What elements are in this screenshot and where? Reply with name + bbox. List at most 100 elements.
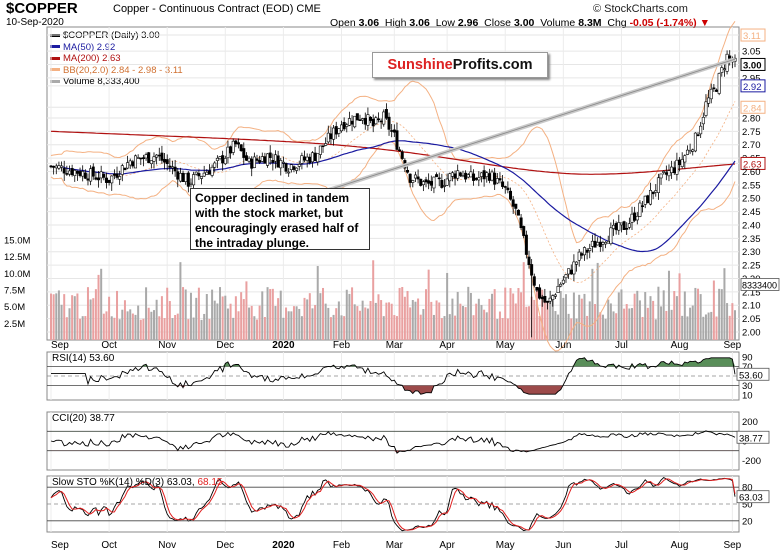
candle-body (482, 170, 486, 180)
candle-body (258, 160, 262, 163)
candle-body (363, 117, 367, 125)
volume-bar (517, 288, 520, 340)
candle-body (70, 168, 74, 176)
volume-bar (528, 306, 531, 340)
volume-bar (182, 287, 185, 340)
candle-body (292, 166, 296, 170)
cci-line (50, 430, 736, 454)
volume-bar (226, 308, 229, 340)
date-axis-label: May (496, 540, 515, 551)
volume-bar (667, 270, 670, 340)
volume-bar (189, 292, 192, 340)
candle-body (564, 274, 568, 279)
candle-body (334, 126, 338, 135)
volume-bar (298, 308, 301, 340)
date-axis-label: Sep (723, 340, 741, 351)
candle-body (221, 155, 225, 164)
volume-bar (607, 299, 610, 340)
candle-body (318, 145, 322, 155)
volume-bar (501, 318, 504, 340)
volume-bar (694, 287, 697, 340)
candle-body (60, 165, 64, 168)
volume-bar (353, 304, 356, 340)
volume-bar (134, 314, 137, 340)
volume-bar (179, 262, 182, 340)
candle-body (215, 157, 219, 161)
volume-bar (562, 297, 565, 340)
date-axis-label: 2020 (272, 540, 295, 551)
sto-value-tag: 63.03 (739, 493, 763, 504)
volume-bar (345, 289, 348, 340)
volume-bar (245, 281, 248, 340)
volume-bar (459, 303, 462, 340)
volume-bar (588, 301, 591, 340)
candle-body (226, 146, 230, 159)
volume-bar (641, 316, 644, 340)
volume-bar (285, 307, 288, 340)
candle-body (205, 171, 209, 175)
candle-body (289, 164, 293, 170)
volume-bar (224, 295, 227, 340)
candle-body (395, 130, 399, 150)
volume-bar (184, 289, 187, 340)
candle-body (234, 140, 238, 145)
volume-bar (414, 301, 417, 340)
volume-bar (604, 318, 607, 340)
candle-body (242, 148, 246, 158)
candle-body (656, 177, 660, 193)
price-tick-label: 2.50 (742, 194, 761, 205)
candle-body (260, 156, 264, 162)
volume-bar (160, 296, 163, 340)
volume-bar (290, 311, 293, 340)
candle-body (147, 152, 151, 163)
candle-body (588, 248, 592, 252)
volume-bar (221, 296, 224, 340)
volume-bar (557, 314, 560, 340)
candle-body (545, 300, 549, 303)
candle-body (279, 160, 283, 169)
candle-body (490, 171, 494, 181)
candle-body (411, 180, 415, 183)
candle-body (181, 172, 185, 183)
rsi-value-tag: 53.60 (739, 370, 763, 381)
candle-body (633, 212, 637, 221)
candle-body (78, 171, 82, 176)
volume-bar (110, 316, 113, 340)
volume-bar (89, 299, 92, 340)
candle-body (73, 169, 77, 177)
candle-body (540, 296, 544, 300)
candle-body (458, 172, 462, 176)
date-axis-label: Dec (216, 540, 234, 551)
chart-instrument-name: Copper - Continuous Contract (EOD) CME (113, 3, 321, 15)
volume-tick-label: 7.5M (4, 286, 25, 297)
candle-body (118, 176, 122, 180)
candle-body (432, 176, 436, 189)
volume-bar (139, 319, 142, 340)
candle-body (168, 165, 172, 168)
candle-body (384, 109, 388, 119)
cci-value-tag-box (736, 430, 770, 444)
volume-bar (403, 296, 406, 340)
volume-bar (258, 305, 261, 340)
price-tick-label: 2.35 (742, 234, 761, 245)
rsi-tick-label: 70 (742, 362, 753, 373)
moving-averages (50, 130, 736, 253)
volume-bar (166, 287, 169, 340)
candle-body (609, 227, 613, 245)
date-axis-label: Jul (615, 540, 628, 551)
volume-bar (535, 290, 538, 340)
volume-bar (300, 316, 303, 340)
volume-bar (147, 307, 150, 340)
candle-body (522, 226, 526, 236)
volume-bar (480, 305, 483, 340)
price-tick-label: 2.15 (742, 287, 761, 298)
candle-body (271, 160, 275, 163)
volume-bar (219, 287, 222, 340)
rsi-value-tag-box (736, 367, 770, 381)
volume-bar (570, 318, 573, 340)
candle-body (229, 146, 233, 154)
volume-bar (670, 309, 673, 340)
sto-tick-label: 50 (742, 500, 753, 511)
sto-tick-label: 80 (742, 483, 753, 494)
volume-bar (440, 318, 443, 340)
